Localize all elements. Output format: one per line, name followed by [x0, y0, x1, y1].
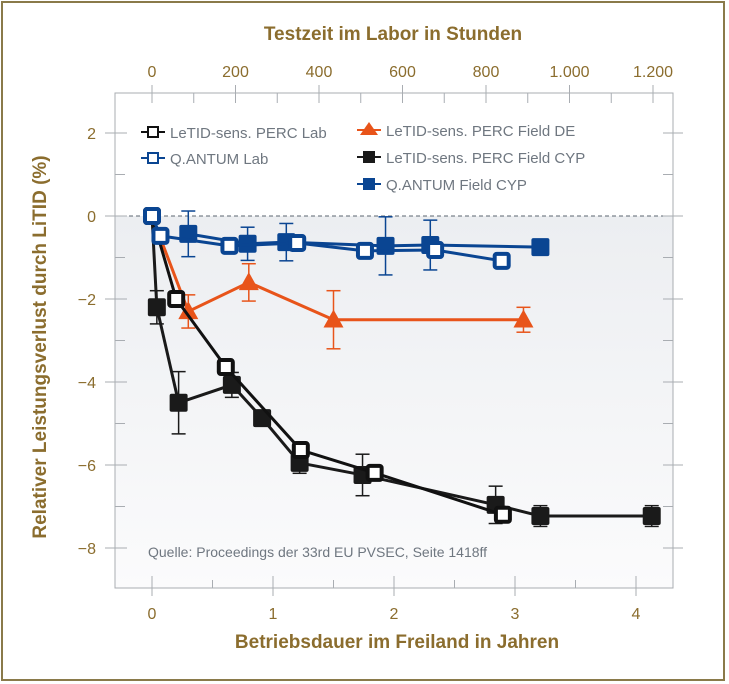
data-point-open-square	[151, 226, 170, 245]
x-axis-title: Betriebsdauer im Freiland in Jahren	[235, 632, 559, 653]
y-tick-label: 2	[87, 126, 96, 143]
legend-item: LeTID-sens. PERC Field CYP	[357, 150, 585, 167]
legend-filled-square-icon	[363, 151, 375, 163]
series-line	[150, 215, 504, 517]
data-point-triangle	[323, 309, 344, 328]
x-tick-label: 0	[148, 606, 157, 623]
series-q-antum-lab	[143, 207, 511, 270]
legend-triangle-icon	[360, 122, 378, 135]
legend: LeTID-sens. PERC Lab Q.ANTUM Lab LeTID-sen…	[141, 122, 585, 194]
legend-label: LeTID-sens. PERC Field CYP	[386, 150, 585, 167]
legend-label: LeTID-sens. PERC Field DE	[386, 123, 575, 140]
data-point-triangle	[238, 272, 259, 291]
top-tick-label: 600	[389, 64, 416, 81]
data-point-open-square	[291, 441, 310, 460]
y-tick-label: −6	[78, 458, 96, 475]
data-point-open-square	[355, 241, 374, 260]
x-tick-label: 3	[511, 606, 520, 623]
top-tick-label: 200	[222, 64, 249, 81]
top-tick-label: 1.200	[633, 64, 673, 81]
data-point-filled-square	[253, 409, 272, 428]
plot-background-negative	[115, 216, 673, 588]
data-point-triangle	[513, 309, 534, 328]
legend-item: Q.ANTUM Lab	[141, 151, 268, 168]
data-point-filled-square	[531, 238, 550, 257]
data-point-open-square	[365, 463, 384, 482]
top-tick-label: 1.000	[549, 64, 589, 81]
series-letid-sens-perc-field-de	[150, 215, 534, 350]
top-tick-label: 400	[306, 64, 333, 81]
y-tick-label: −4	[78, 375, 96, 392]
data-point-triangle	[178, 301, 199, 320]
series-letid-sens-perc-field-cyp	[147, 215, 661, 528]
legend-item: Q.ANTUM Field CYP	[357, 177, 527, 194]
legend-item: LeTID-sens. PERC Field DE	[357, 122, 575, 140]
top-axis-title: Testzeit im Labor in Stunden	[264, 24, 522, 45]
data-point-open-square	[492, 251, 511, 270]
data-point-filled-square	[642, 507, 661, 526]
data-point-filled-square	[531, 507, 550, 526]
legend-label: Q.ANTUM Field CYP	[386, 177, 527, 194]
legend-item: LeTID-sens. PERC Lab	[141, 125, 327, 142]
y-tick-label: −8	[78, 541, 96, 558]
top-tick-label: 0	[148, 64, 157, 81]
x-tick-label: 2	[390, 606, 399, 623]
data-point-open-square	[216, 358, 235, 377]
data-point-open-square	[493, 505, 512, 524]
top-tick-label: 800	[473, 64, 500, 81]
legend-open-square-icon	[147, 126, 159, 138]
data-point-open-square	[143, 207, 161, 225]
y-tick-label: 0	[87, 209, 96, 226]
legend-label: LeTID-sens. PERC Lab	[170, 125, 327, 142]
data-point-open-square	[167, 290, 186, 308]
legend-filled-square-icon	[363, 178, 375, 190]
data-point-open-square	[220, 236, 239, 255]
data-point-open-square	[288, 233, 307, 252]
legend-open-square-icon	[147, 152, 159, 164]
data-point-filled-square	[169, 393, 188, 412]
data-point-filled-square	[147, 298, 166, 317]
y-axis-title: Relativer Leistungsverlust durch LiTID (…	[30, 155, 51, 538]
series-line	[150, 215, 652, 518]
data-point-open-square	[426, 241, 445, 260]
source-annotation: Quelle: Proceedings der 33rd EU PVSEC, S…	[148, 544, 487, 560]
x-tick-label: 4	[632, 606, 641, 623]
legend-label: Q.ANTUM Lab	[170, 151, 268, 168]
x-tick-label: 1	[269, 606, 278, 623]
y-tick-label: −2	[78, 292, 96, 309]
